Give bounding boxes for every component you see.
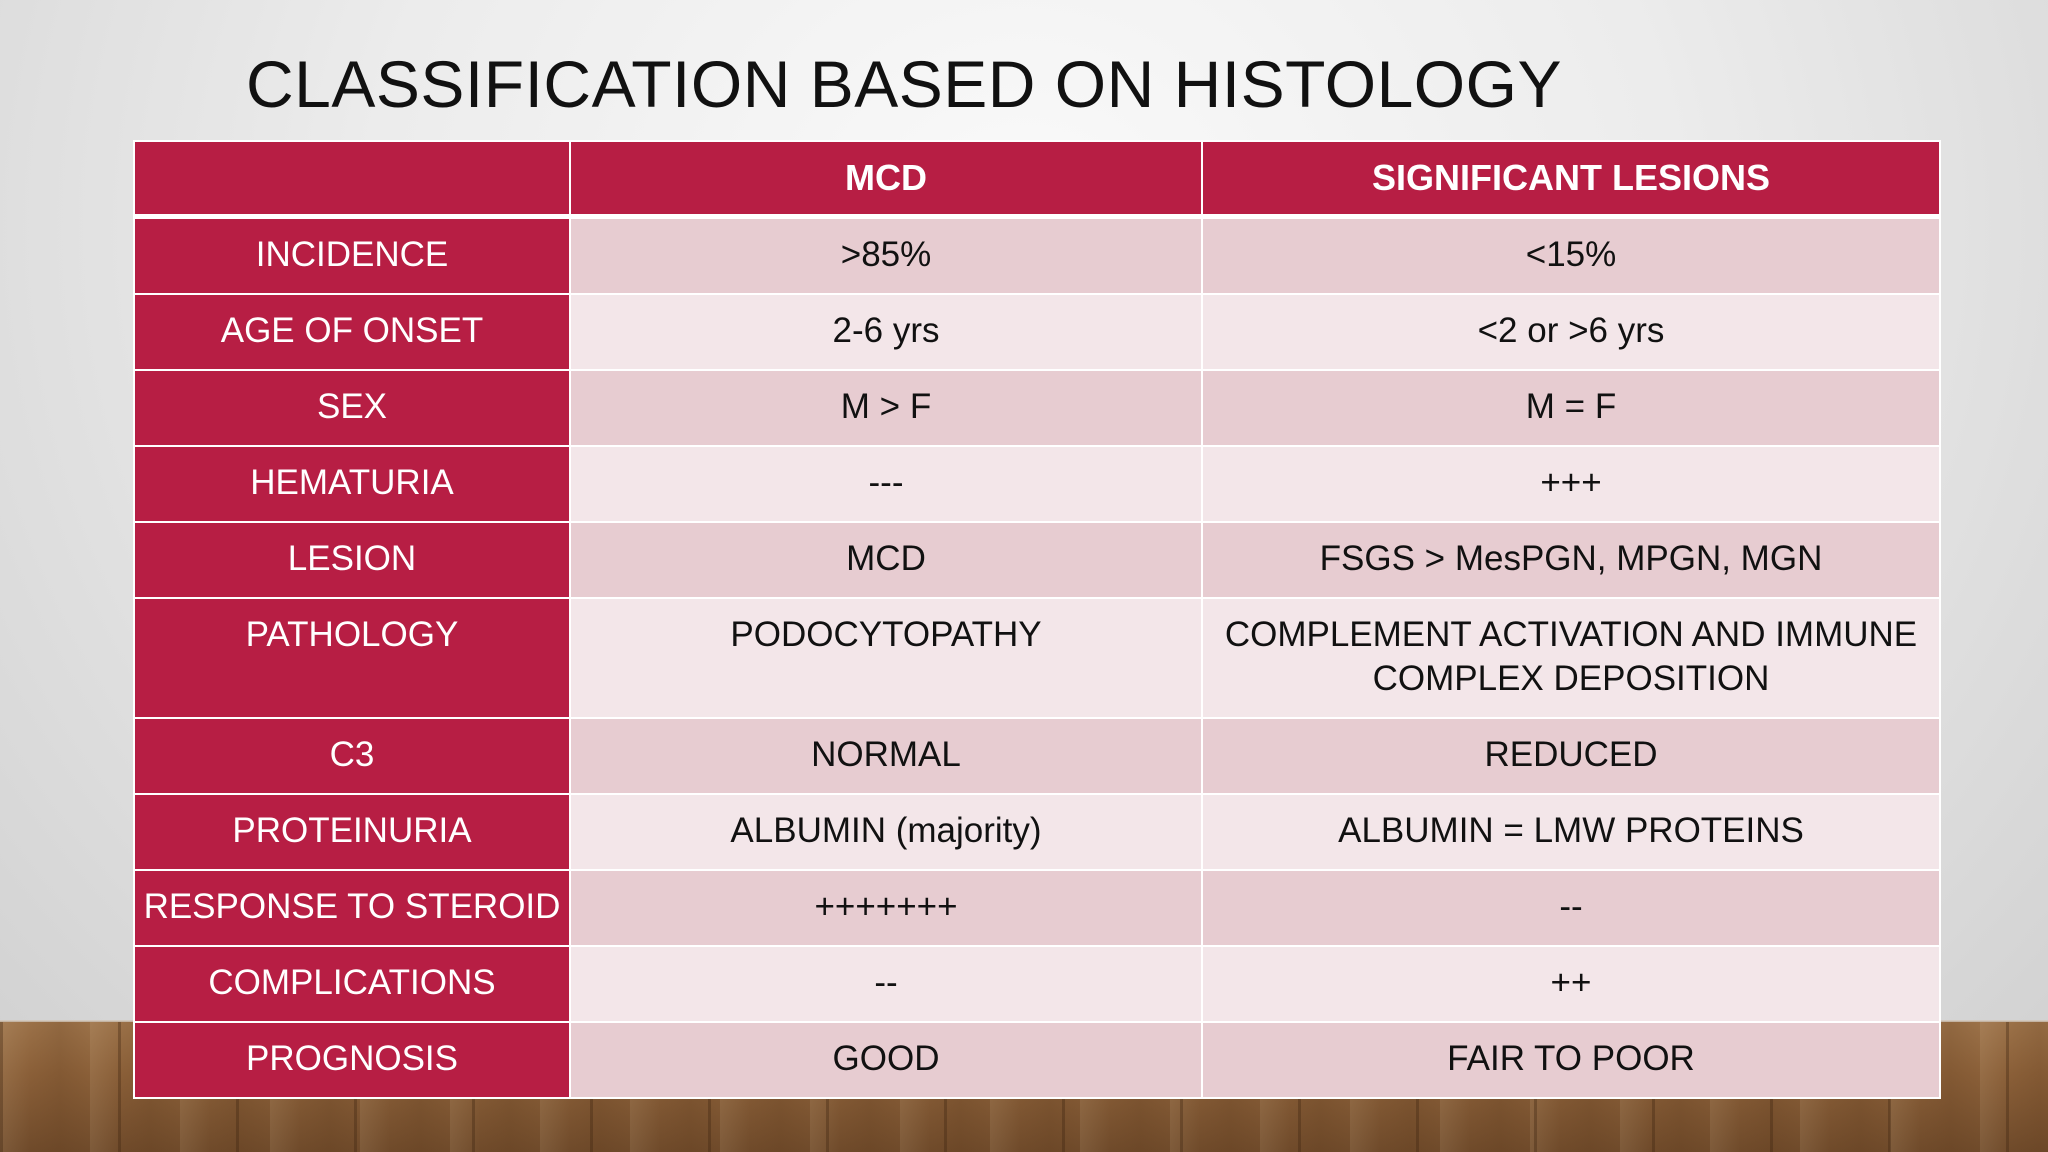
row-label: LESION xyxy=(133,521,571,599)
significant-lesions-cell: FAIR TO POOR xyxy=(1201,1021,1941,1099)
significant-lesions-cell: REDUCED xyxy=(1201,717,1941,795)
table-row: LESION MCD FSGS > MesPGN, MPGN, MGN xyxy=(133,521,1941,599)
mcd-cell: GOOD xyxy=(569,1021,1203,1099)
significant-lesions-cell: M = F xyxy=(1201,369,1941,447)
significant-lesions-cell: ++ xyxy=(1201,945,1941,1023)
row-label: COMPLICATIONS xyxy=(133,945,571,1023)
row-label: RESPONSE TO STEROID xyxy=(133,869,571,947)
mcd-cell: NORMAL xyxy=(569,717,1203,795)
row-label: PROTEINURIA xyxy=(133,793,571,871)
significant-lesions-cell: ALBUMIN = LMW PROTEINS xyxy=(1201,793,1941,871)
row-label: PROGNOSIS xyxy=(133,1021,571,1099)
row-label: C3 xyxy=(133,717,571,795)
mcd-cell: --- xyxy=(569,445,1203,523)
significant-lesions-cell: FSGS > MesPGN, MPGN, MGN xyxy=(1201,521,1941,599)
header-corner xyxy=(133,140,571,219)
header-significant-lesions: SIGNIFICANT LESIONS xyxy=(1201,140,1941,219)
table-row: HEMATURIA --- +++ xyxy=(133,445,1941,523)
mcd-cell: MCD xyxy=(569,521,1203,599)
table-row: PROGNOSIS GOOD FAIR TO POOR xyxy=(133,1021,1941,1099)
mcd-cell: PODOCYTOPATHY xyxy=(569,597,1203,719)
table-row: C3 NORMAL REDUCED xyxy=(133,717,1941,795)
row-label: PATHOLOGY xyxy=(133,597,571,719)
table-row: AGE OF ONSET 2-6 yrs <2 or >6 yrs xyxy=(133,293,1941,371)
row-label: AGE OF ONSET xyxy=(133,293,571,371)
header-mcd: MCD xyxy=(569,140,1203,219)
mcd-cell: -- xyxy=(569,945,1203,1023)
table-row: SEX M > F M = F xyxy=(133,369,1941,447)
significant-lesions-cell: +++ xyxy=(1201,445,1941,523)
row-label: SEX xyxy=(133,369,571,447)
mcd-cell: ALBUMIN (majority) xyxy=(569,793,1203,871)
mcd-cell: +++++++ xyxy=(569,869,1203,947)
table-row: COMPLICATIONS -- ++ xyxy=(133,945,1941,1023)
row-label: INCIDENCE xyxy=(133,215,571,295)
mcd-cell: M > F xyxy=(569,369,1203,447)
significant-lesions-cell: <15% xyxy=(1201,215,1941,295)
mcd-cell: >85% xyxy=(569,215,1203,295)
table-row: PROTEINURIA ALBUMIN (majority) ALBUMIN =… xyxy=(133,793,1941,871)
table-row: RESPONSE TO STEROID +++++++ -- xyxy=(133,869,1941,947)
significant-lesions-cell: COMPLEMENT ACTIVATION AND IMMUNE COMPLEX… xyxy=(1201,597,1941,719)
row-label: HEMATURIA xyxy=(133,445,571,523)
table-row: PATHOLOGY PODOCYTOPATHY COMPLEMENT ACTIV… xyxy=(133,597,1941,719)
significant-lesions-cell: -- xyxy=(1201,869,1941,947)
mcd-cell: 2-6 yrs xyxy=(569,293,1203,371)
slide-title: CLASSIFICATION BASED ON HISTOLOGY xyxy=(246,47,1563,121)
histology-classification-table: MCD SIGNIFICANT LESIONS INCIDENCE >85% <… xyxy=(133,140,1941,1099)
table-header-row: MCD SIGNIFICANT LESIONS xyxy=(133,140,1941,219)
significant-lesions-cell: <2 or >6 yrs xyxy=(1201,293,1941,371)
table-row: INCIDENCE >85% <15% xyxy=(133,215,1941,295)
